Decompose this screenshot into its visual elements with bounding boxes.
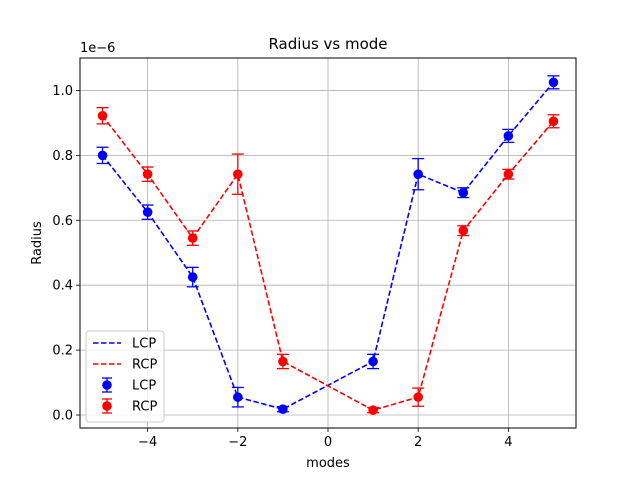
grid-lines [80,58,576,428]
chart-title: Radius vs mode [268,35,387,53]
y-tick-label: 1.0 [52,84,73,99]
data-point-lcp [503,131,514,141]
legend-label-rcp: RCP [132,400,157,415]
legend-label-lcp: LCP [132,337,156,352]
data-point-rcp [368,405,378,415]
data-point-lcp [233,392,243,402]
axis-ticks: −4 −2 0 2 4 0.0 0.2 0.4 0.6 0.8 1.0 [52,84,512,450]
x-tick-label: 2 [414,435,422,450]
data-point-rcp [97,110,108,121]
legend: LCP RCP LCP RCP [85,330,165,423]
y-tick-label: 0.0 [52,409,73,424]
data-point-lcp [278,404,288,414]
y-tick-label: 0.2 [52,344,73,359]
data-point-rcp [278,356,288,367]
x-axis-label: modes [306,456,350,471]
data-point-rcp [548,116,559,127]
y-axis-offset-text: 1e−6 [80,41,115,56]
data-point-rcp [503,169,514,179]
data-point-lcp [187,272,198,282]
data-point-rcp [458,225,469,236]
data-point-rcp [413,392,423,402]
legend-marker-lcp [102,380,112,390]
data-point-rcp [233,169,243,179]
legend-label-rcp: RCP [132,358,157,373]
x-tick-label: −4 [138,435,157,450]
data-point-lcp [97,150,108,161]
series-line-rcp [101,115,555,412]
data-point-lcp [548,77,559,88]
y-tick-label: 0.4 [52,279,73,294]
data-point-lcp [142,207,153,217]
data-point-lcp [413,169,423,179]
x-tick-label: −2 [228,435,247,450]
x-tick-label: 4 [504,435,512,450]
data-point-rcp [142,169,153,179]
y-axis-label: Radius [30,221,45,265]
x-tick-label: 0 [324,435,332,450]
legend-label-lcp: LCP [132,379,156,394]
y-tick-label: 0.8 [52,149,73,164]
data-series [96,75,560,415]
y-tick-label: 0.6 [52,214,73,229]
data-point-rcp [187,233,198,243]
legend-marker-rcp [102,401,112,411]
data-point-lcp [458,187,469,198]
data-point-lcp [368,356,378,367]
